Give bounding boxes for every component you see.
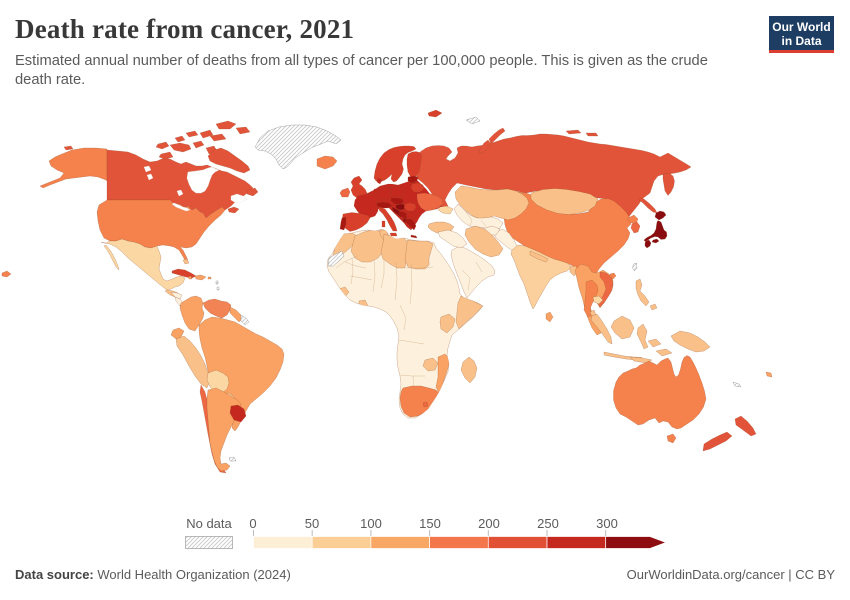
svg-text:0: 0 bbox=[249, 516, 256, 531]
svg-text:200: 200 bbox=[478, 516, 500, 531]
svg-text:250: 250 bbox=[537, 516, 559, 531]
svg-text:300: 300 bbox=[596, 516, 618, 531]
svg-text:100: 100 bbox=[360, 516, 382, 531]
svg-text:No data: No data bbox=[186, 516, 232, 531]
svg-text:50: 50 bbox=[305, 516, 319, 531]
svg-text:150: 150 bbox=[419, 516, 441, 531]
